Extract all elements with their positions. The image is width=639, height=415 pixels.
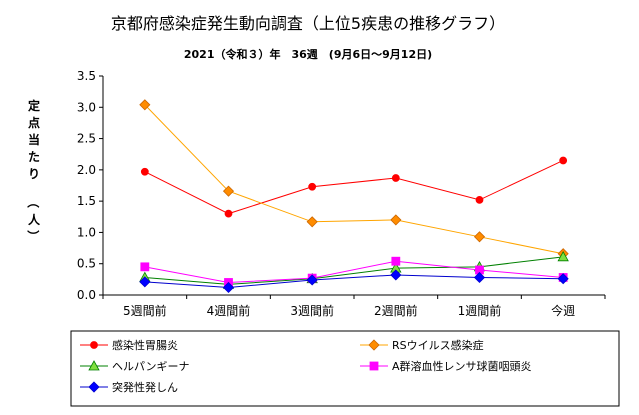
data-point xyxy=(473,271,486,284)
legend-label: RSウイルス感染症 xyxy=(392,338,484,352)
chart-title: 京都府感染症発生動向調査（上位5疾患の推移グラフ） xyxy=(111,14,505,33)
legend-marker xyxy=(88,360,100,371)
x-tick-label: 4週間前 xyxy=(207,303,251,318)
y-axis-label-char: 定 xyxy=(28,98,40,113)
y-axis-label-char: 点 xyxy=(28,115,40,130)
legend-label: 感染性胃腸炎 xyxy=(112,338,178,352)
y-tick-label: 2.0 xyxy=(77,163,96,177)
series-line xyxy=(144,260,564,283)
legend-item: RSウイルス感染症 xyxy=(360,338,484,352)
series-1 xyxy=(140,156,568,218)
legend-label: A群溶血性レンサ球菌咽頭炎 xyxy=(392,359,532,373)
y-axis-label-char: り xyxy=(28,167,40,181)
data-point xyxy=(390,269,402,281)
y-tick-label: 3.5 xyxy=(77,69,96,83)
data-point xyxy=(306,274,318,286)
legend-label: 突発性発しん xyxy=(112,380,178,394)
data-point xyxy=(390,214,402,226)
series-5 xyxy=(139,269,569,294)
legend-marker xyxy=(368,339,380,351)
data-point xyxy=(473,231,486,243)
series-line xyxy=(144,104,564,255)
legend-item: A群溶血性レンサ球菌咽頭炎 xyxy=(360,359,532,373)
legend-item: 突発性発しん xyxy=(80,380,178,394)
legend-item: ヘルパンギーナ xyxy=(80,360,190,373)
data-point xyxy=(222,185,235,197)
y-axis-label-char: （ xyxy=(26,196,41,208)
y-tick-label: 0.5 xyxy=(77,257,96,271)
data-point xyxy=(557,251,569,262)
data-point xyxy=(224,209,233,218)
data-point xyxy=(391,174,400,182)
series-line xyxy=(144,160,564,215)
series-layer xyxy=(139,99,569,294)
y-tick-label: 0.0 xyxy=(77,288,96,302)
data-point xyxy=(557,273,569,285)
chart-subtitle: 2021（令和３）年 36週 (9月6日～9月12日) xyxy=(184,47,432,61)
data-point xyxy=(391,256,401,266)
y-tick-label: 1.5 xyxy=(77,194,96,208)
legend-marker xyxy=(88,381,100,393)
x-tick-label: 1週間前 xyxy=(458,303,502,318)
series-line xyxy=(144,256,564,285)
y-axis-label-char: 当 xyxy=(28,132,40,147)
x-tick-label: 今週 xyxy=(551,303,575,318)
data-point xyxy=(139,276,151,288)
x-tick-label: 3週間前 xyxy=(290,303,334,318)
data-point xyxy=(222,281,235,294)
data-point xyxy=(475,195,484,204)
data-point xyxy=(306,216,318,228)
data-point xyxy=(140,167,149,176)
y-tick-label: 1.0 xyxy=(77,225,96,239)
y-axis-label-char: 人 xyxy=(28,212,41,227)
data-point xyxy=(140,262,150,272)
legend-marker xyxy=(369,361,379,371)
y-tick-label: 3.0 xyxy=(77,100,96,114)
y-axis-label-char: た xyxy=(28,150,40,164)
data-point xyxy=(308,182,317,191)
y-axis-ticks: 0.0 0.5 1.0 1.5 2.0 2.5 3.0 3.5 xyxy=(77,69,103,302)
axes xyxy=(102,76,605,296)
legend-item: 感染性胃腸炎 xyxy=(80,338,178,352)
y-tick-label: 2.5 xyxy=(77,132,96,146)
y-axis-label-char: ） xyxy=(26,230,41,242)
data-point xyxy=(559,156,568,165)
legend-marker xyxy=(90,341,98,349)
series-line xyxy=(144,274,564,288)
x-axis-ticks: 5週間前 4週間前 3週間前 2週間前 1週間前 今週 xyxy=(102,295,606,318)
x-tick-label: 2週間前 xyxy=(374,303,418,318)
legend-box xyxy=(70,330,620,407)
x-tick-label: 5週間前 xyxy=(123,303,167,318)
data-point xyxy=(139,99,151,111)
legend-label: ヘルパンギーナ xyxy=(112,360,190,373)
